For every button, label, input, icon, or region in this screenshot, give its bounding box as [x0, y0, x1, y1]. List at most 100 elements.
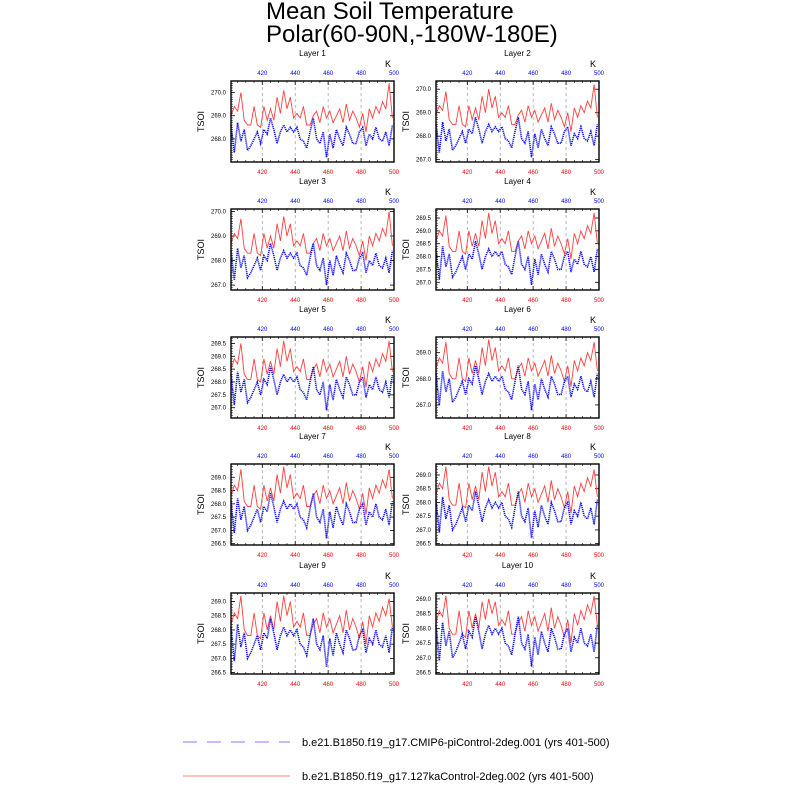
chart-title-line-1: Mean Soil Temperature	[266, 0, 514, 25]
y-tick-label: 267.0	[211, 656, 227, 662]
x-tick-label-top: 500	[594, 583, 605, 589]
x-tick-label-top: 440	[290, 327, 301, 333]
plot-frame	[435, 336, 600, 419]
series-line-blue	[230, 366, 394, 411]
y-tick-label: 267.0	[416, 656, 432, 662]
x-tick-label-top: 500	[389, 454, 400, 460]
series-line-red	[435, 339, 598, 387]
plot-frame	[435, 208, 600, 291]
series-line-red	[435, 84, 598, 132]
panel-title: Layer 3	[299, 177, 326, 186]
y-tick-label: 268.0	[211, 502, 227, 508]
panel-2: Layer 2 K TSOI 420 420 440 440 460 460 480 480 500 5…	[401, 49, 605, 176]
plot-frame	[435, 463, 600, 546]
panel-8: Layer 8 K TSOI 420 420 440 440 460 460 480 480 500 5…	[401, 432, 605, 559]
y-tick-label: 269.0	[416, 351, 432, 357]
y-axis-label: TSOI	[196, 367, 206, 388]
series-line-blue	[230, 243, 394, 286]
x-tick-label-top: 500	[594, 327, 605, 333]
x-tick-label-bottom: 440	[495, 298, 506, 304]
y-tick-label: 268.5	[211, 367, 227, 373]
panel-title: Layer 2	[504, 49, 531, 58]
y-tick-label: 267.5	[416, 267, 432, 273]
panel-title: Layer 4	[504, 177, 531, 186]
x-tick-label-top: 420	[462, 583, 473, 589]
x-tick-label-top: 420	[462, 327, 473, 333]
y-tick-label: 268.5	[211, 614, 227, 620]
series-line-red	[230, 466, 393, 515]
y-tick-label: 269.0	[416, 229, 432, 235]
y-tick-label: 267.5	[416, 514, 432, 520]
x-tick-label-top: 480	[356, 583, 367, 589]
x-tick-label-bottom: 500	[594, 426, 605, 432]
y-tick-label: 269.0	[211, 600, 227, 606]
y-axis-label: TSOI	[401, 239, 411, 260]
series-line-blue	[435, 491, 599, 539]
series-line-blue	[230, 618, 394, 667]
y-tick-label: 267.5	[416, 641, 432, 647]
x-tick-label-bottom: 460	[323, 682, 334, 688]
x-tick-label-top: 500	[594, 454, 605, 460]
y-tick-label: 266.5	[211, 671, 227, 677]
panel-title: Layer 1	[299, 49, 326, 58]
x-tick-label-bottom: 440	[495, 553, 506, 559]
y-tick-label: 269.0	[211, 114, 227, 120]
y-tick-label: 267.0	[211, 406, 227, 412]
x-tick-label-top: 460	[323, 583, 334, 589]
x-tick-label-top: 420	[462, 454, 473, 460]
x-tick-label-bottom: 420	[257, 426, 268, 432]
series-line-blue	[435, 117, 599, 158]
y-tick-label: 266.5	[211, 542, 227, 548]
units-label: K	[385, 59, 391, 69]
x-tick-label-bottom: 500	[594, 682, 605, 688]
x-tick-label-bottom: 480	[356, 170, 367, 176]
x-tick-label-bottom: 460	[528, 682, 539, 688]
x-tick-label-top: 440	[290, 454, 301, 460]
x-tick-label-top: 500	[389, 327, 400, 333]
x-tick-label-bottom: 460	[323, 426, 334, 432]
panel-10: Layer 10 K TSOI 420 420 440 440 460 460 480 480 500…	[401, 561, 605, 688]
x-tick-label-bottom: 480	[356, 553, 367, 559]
x-tick-label-top: 420	[462, 199, 473, 205]
x-tick-label-top: 480	[356, 199, 367, 205]
x-tick-label-top: 460	[528, 454, 539, 460]
x-tick-label-top: 500	[594, 71, 605, 77]
x-tick-label-top: 500	[389, 199, 400, 205]
x-tick-label-top: 500	[594, 199, 605, 205]
x-tick-label-top: 480	[561, 327, 572, 333]
plot-frame	[230, 208, 395, 291]
y-tick-label: 270.0	[211, 91, 227, 97]
panel-grid: Layer 1 K TSOI 420 420 440 440 460 460 480 480 500 5…	[196, 49, 605, 688]
x-tick-label-top: 480	[356, 71, 367, 77]
series-line-red	[435, 595, 598, 644]
panel-5: Layer 5 K TSOI 420 420 440 440 460 460 480 480 500 5…	[196, 305, 400, 432]
y-axis-label: TSOI	[196, 623, 206, 644]
series-line-red	[230, 211, 393, 261]
x-tick-label-bottom: 440	[290, 170, 301, 176]
x-tick-label-bottom: 480	[356, 682, 367, 688]
x-tick-label-bottom: 440	[290, 426, 301, 432]
plot-frame	[230, 336, 395, 419]
x-tick-label-bottom: 420	[462, 298, 473, 304]
x-tick-label-bottom: 460	[528, 298, 539, 304]
x-tick-label-bottom: 440	[290, 298, 301, 304]
x-tick-label-top: 460	[528, 327, 539, 333]
x-tick-label-top: 420	[257, 583, 268, 589]
panel-1: Layer 1 K TSOI 420 420 440 440 460 460 480 480 500 5…	[196, 49, 400, 176]
x-tick-label-top: 440	[495, 199, 506, 205]
x-tick-label-bottom: 440	[290, 682, 301, 688]
x-tick-label-bottom: 420	[462, 682, 473, 688]
y-tick-label: 267.5	[211, 393, 227, 399]
x-tick-label-bottom: 480	[561, 682, 572, 688]
x-tick-label-top: 460	[528, 583, 539, 589]
series-line-red	[230, 83, 393, 132]
y-tick-label: 268.0	[211, 259, 227, 265]
y-tick-label: 268.0	[416, 626, 432, 632]
x-tick-label-bottom: 460	[528, 170, 539, 176]
panel-title: Layer 6	[504, 305, 531, 314]
x-tick-label-bottom: 480	[561, 553, 572, 559]
series-line-blue	[435, 365, 599, 411]
x-tick-label-top: 440	[290, 199, 301, 205]
x-tick-label-bottom: 460	[528, 426, 539, 432]
x-tick-label-bottom: 420	[257, 682, 268, 688]
